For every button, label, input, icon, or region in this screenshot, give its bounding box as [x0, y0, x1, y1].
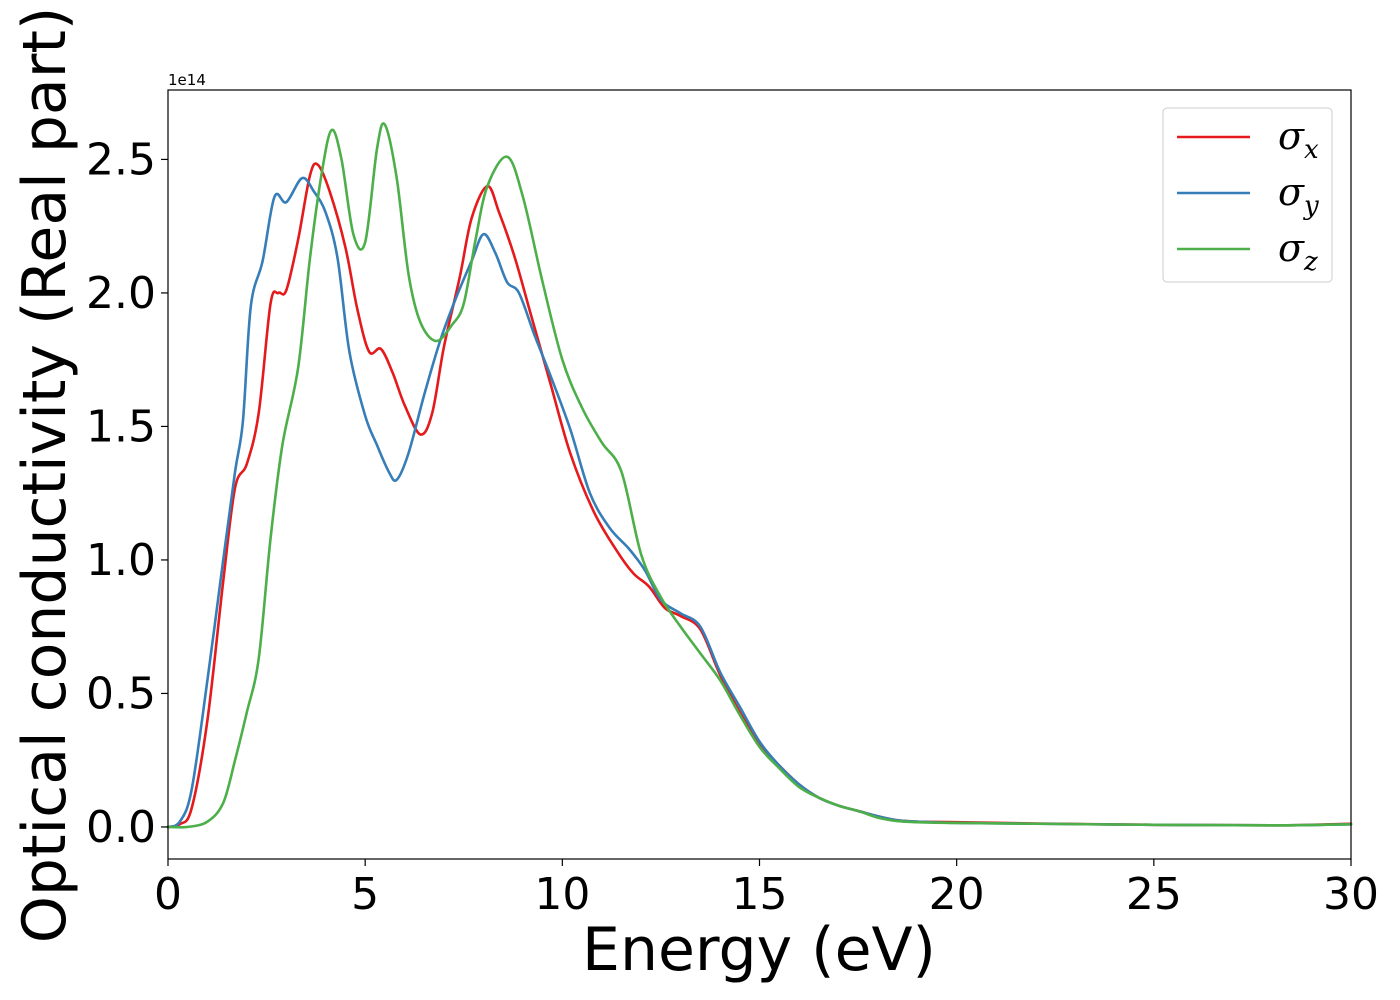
plot-area	[168, 90, 1351, 859]
x-tick-label: 20	[929, 869, 985, 920]
x-axis: 0 5 10 15 20 25 30	[154, 859, 1379, 920]
y-axis-title: Optical conductivity (Real part)	[10, 7, 80, 944]
series-line-sigma-z	[166, 122, 1353, 829]
y-axis: 0.0 0.5 1.0 1.5 2.0 2.5	[86, 134, 168, 853]
x-tick-label: 15	[732, 869, 788, 920]
y-tick-label: 1.5	[86, 401, 156, 452]
legend-label-sigma-y: σy	[1278, 170, 1319, 221]
x-tick-label: 25	[1126, 869, 1182, 920]
x-tick-label: 10	[534, 869, 590, 920]
y-offset-text: 1e14	[168, 71, 206, 89]
series-layer	[166, 122, 1353, 829]
y-tick-label: 0.0	[86, 802, 156, 853]
legend-label-sigma-x: σx	[1278, 114, 1319, 165]
y-tick-label: 2.5	[86, 134, 156, 185]
x-tick-label: 0	[154, 869, 182, 920]
y-tick-label: 0.5	[86, 668, 156, 719]
x-axis-title: Energy (eV)	[582, 915, 936, 985]
y-tick-label: 2.0	[86, 268, 156, 319]
x-tick-label: 30	[1323, 869, 1379, 920]
y-tick-label: 1.0	[86, 535, 156, 586]
x-tick-label: 5	[351, 869, 379, 920]
legend-box	[1162, 107, 1333, 283]
legend-label-sigma-z: σz	[1278, 226, 1318, 277]
